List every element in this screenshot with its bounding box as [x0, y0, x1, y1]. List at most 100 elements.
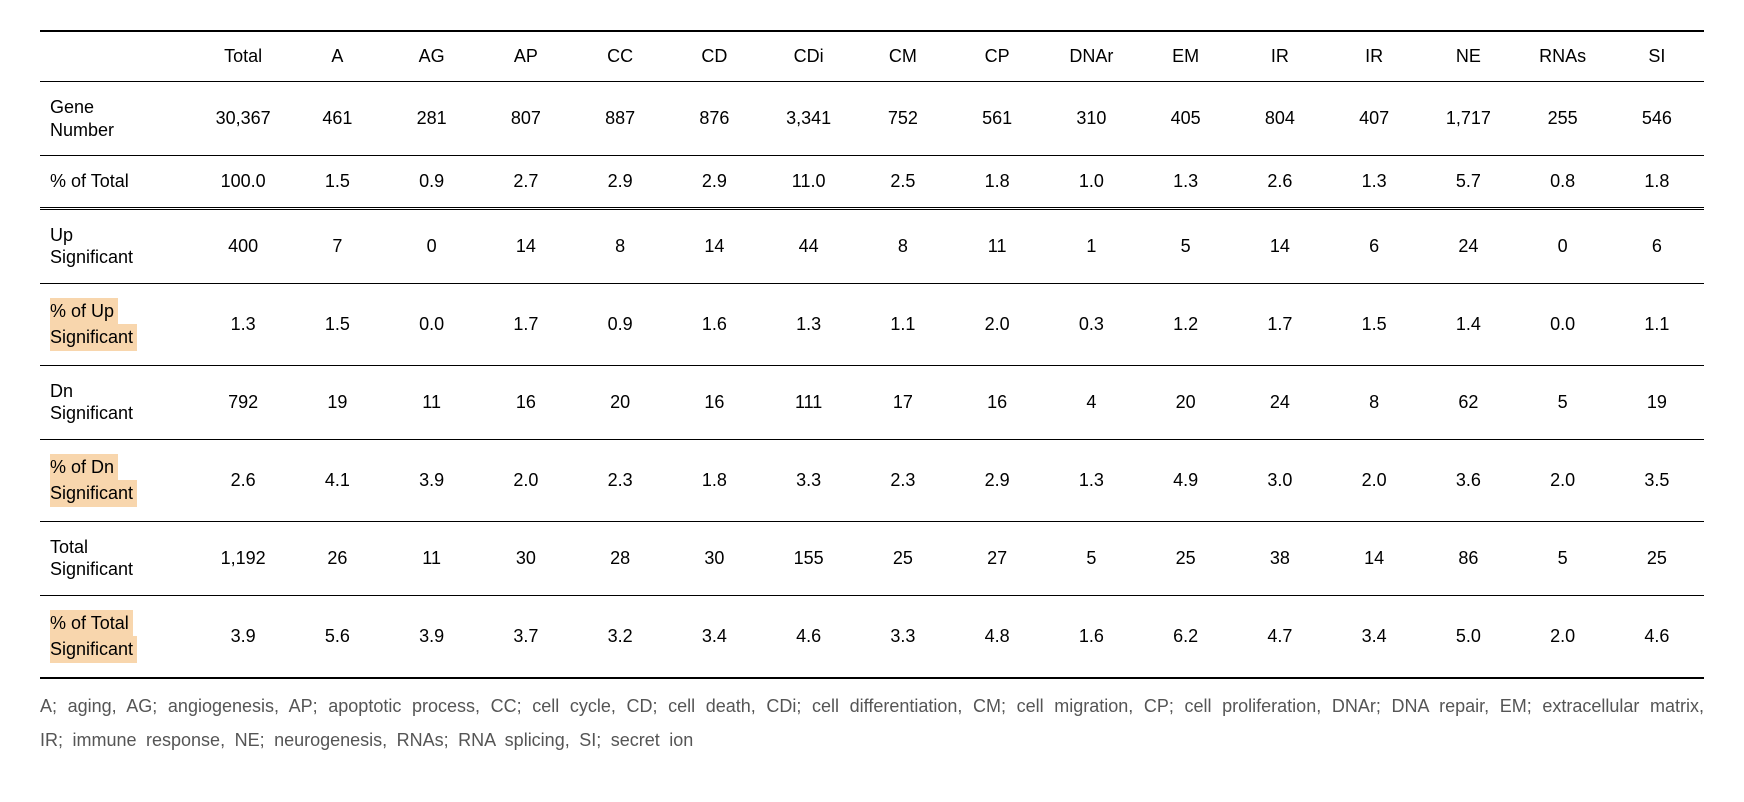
data-cell: 14 [479, 208, 573, 283]
data-cell: 1.7 [1233, 283, 1327, 365]
data-cell: 2.0 [1327, 439, 1421, 521]
header-cell: A [290, 31, 384, 82]
data-cell: 44 [762, 208, 856, 283]
table-row: GeneNumber30,3674612818078878763,3417525… [40, 82, 1704, 156]
data-cell: 16 [479, 365, 573, 439]
data-cell: 3.4 [1327, 595, 1421, 678]
data-cell: 3.9 [385, 439, 479, 521]
data-cell: 3,341 [762, 82, 856, 156]
data-cell: 111 [762, 365, 856, 439]
header-cell: IR [1233, 31, 1327, 82]
data-cell: 3.0 [1233, 439, 1327, 521]
data-cell: 407 [1327, 82, 1421, 156]
data-cell: 4.7 [1233, 595, 1327, 678]
highlighted-label: Significant [50, 324, 137, 351]
data-cell: 887 [573, 82, 667, 156]
table-row: TotalSignificant1,1922611302830155252752… [40, 521, 1704, 595]
data-cell: 24 [1233, 365, 1327, 439]
data-cell: 1.6 [1044, 595, 1138, 678]
data-cell: 400 [196, 208, 290, 283]
data-cell: 27 [950, 521, 1044, 595]
row-label: DnSignificant [40, 365, 196, 439]
data-cell: 2.0 [1516, 439, 1610, 521]
data-cell: 62 [1421, 365, 1515, 439]
data-cell: 8 [856, 208, 950, 283]
data-cell: 0.9 [385, 156, 479, 209]
data-cell: 3.6 [1421, 439, 1515, 521]
data-cell: 1.3 [762, 283, 856, 365]
data-cell: 2.3 [573, 439, 667, 521]
data-cell: 38 [1233, 521, 1327, 595]
data-cell: 792 [196, 365, 290, 439]
data-cell: 1.8 [667, 439, 761, 521]
data-cell: 1.3 [1139, 156, 1233, 209]
data-cell: 11.0 [762, 156, 856, 209]
data-cell: 2.0 [950, 283, 1044, 365]
data-cell: 25 [1610, 521, 1704, 595]
header-cell: CD [667, 31, 761, 82]
data-cell: 1.8 [1610, 156, 1704, 209]
data-cell: 1.6 [667, 283, 761, 365]
table-row: % of UpSignificant1.31.50.01.70.91.61.31… [40, 283, 1704, 365]
data-cell: 461 [290, 82, 384, 156]
data-cell: 5.7 [1421, 156, 1515, 209]
table-row: DnSignificant792191116201611117164202486… [40, 365, 1704, 439]
data-cell: 6 [1610, 208, 1704, 283]
data-cell: 561 [950, 82, 1044, 156]
header-rowhead [40, 31, 196, 82]
row-label: GeneNumber [40, 82, 196, 156]
data-cell: 2.3 [856, 439, 950, 521]
data-cell: 5 [1139, 208, 1233, 283]
data-cell: 1.3 [1044, 439, 1138, 521]
header-cell: CP [950, 31, 1044, 82]
data-cell: 3.2 [573, 595, 667, 678]
data-cell: 16 [667, 365, 761, 439]
header-cell: DNAr [1044, 31, 1138, 82]
data-cell: 2.7 [479, 156, 573, 209]
data-cell: 3.4 [667, 595, 761, 678]
header-cell: CDi [762, 31, 856, 82]
highlighted-label: % of Dn [50, 454, 118, 481]
data-cell: 8 [1327, 365, 1421, 439]
data-cell: 804 [1233, 82, 1327, 156]
header-cell: EM [1139, 31, 1233, 82]
data-cell: 19 [1610, 365, 1704, 439]
row-label: % of UpSignificant [40, 283, 196, 365]
data-cell: 5 [1516, 521, 1610, 595]
header-cell: CM [856, 31, 950, 82]
data-cell: 28 [573, 521, 667, 595]
data-cell: 3.7 [479, 595, 573, 678]
data-cell: 4 [1044, 365, 1138, 439]
header-row: TotalAAGAPCCCDCDiCMCPDNArEMIRIRNERNAsSI [40, 31, 1704, 82]
data-cell: 1.3 [1327, 156, 1421, 209]
data-cell: 1.1 [1610, 283, 1704, 365]
data-cell: 807 [479, 82, 573, 156]
data-cell: 3.3 [856, 595, 950, 678]
data-cell: 19 [290, 365, 384, 439]
data-cell: 281 [385, 82, 479, 156]
data-cell: 0.9 [573, 283, 667, 365]
data-cell: 3.5 [1610, 439, 1704, 521]
data-cell: 0.8 [1516, 156, 1610, 209]
data-cell: 4.6 [1610, 595, 1704, 678]
data-cell: 1.1 [856, 283, 950, 365]
data-cell: 11 [385, 365, 479, 439]
header-cell: IR [1327, 31, 1421, 82]
highlighted-label: Significant [50, 480, 137, 507]
data-cell: 405 [1139, 82, 1233, 156]
data-cell: 6.2 [1139, 595, 1233, 678]
data-cell: 11 [950, 208, 1044, 283]
highlighted-label: Significant [50, 636, 137, 663]
data-cell: 155 [762, 521, 856, 595]
table-row: % of Total100.01.50.92.72.92.911.02.51.8… [40, 156, 1704, 209]
data-cell: 546 [1610, 82, 1704, 156]
data-cell: 310 [1044, 82, 1138, 156]
data-cell: 14 [667, 208, 761, 283]
data-cell: 2.9 [667, 156, 761, 209]
data-cell: 5 [1044, 521, 1138, 595]
data-cell: 4.1 [290, 439, 384, 521]
data-cell: 0.3 [1044, 283, 1138, 365]
data-cell: 2.0 [1516, 595, 1610, 678]
data-cell: 1.0 [1044, 156, 1138, 209]
table-row: UpSignificant400701481444811151462406 [40, 208, 1704, 283]
